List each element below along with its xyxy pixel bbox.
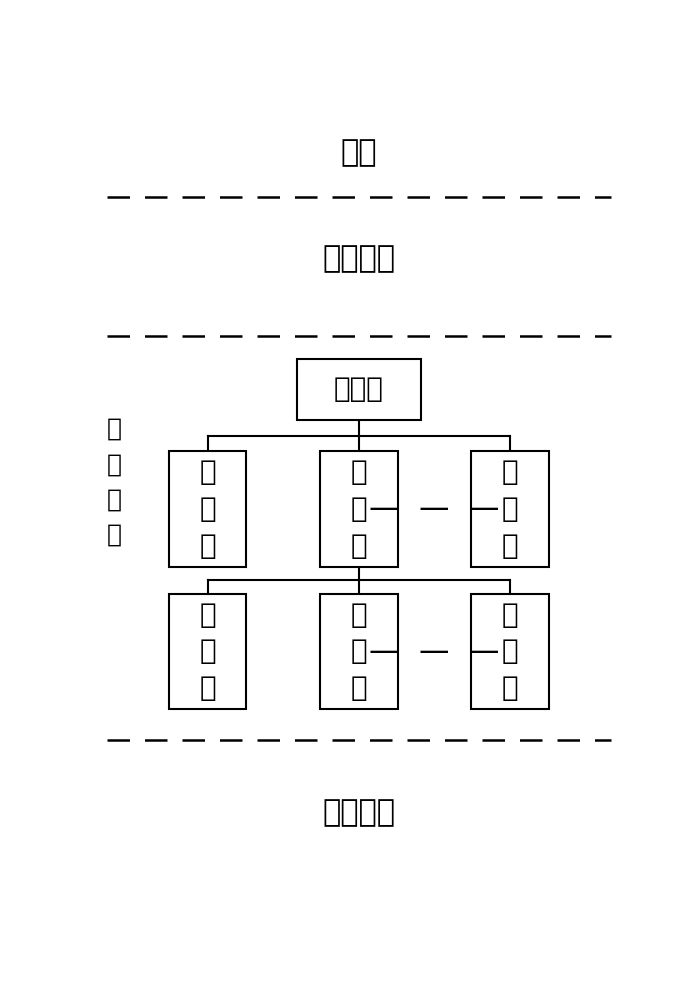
- Bar: [320, 594, 398, 709]
- Text: —  —  —: — — —: [369, 637, 500, 666]
- Text: 电
能
表: 电 能 表: [351, 600, 367, 702]
- Text: —  —  —: — — —: [369, 494, 500, 523]
- Text: 电
能
表: 电 能 表: [502, 600, 518, 702]
- Text: 采
集
器: 采 集 器: [199, 458, 216, 560]
- Bar: [471, 451, 549, 567]
- Bar: [169, 451, 246, 567]
- Text: 电
能
表: 电 能 表: [199, 600, 216, 702]
- Bar: [169, 594, 246, 709]
- Text: 主站: 主站: [340, 139, 377, 168]
- Bar: [320, 451, 398, 567]
- Text: 集中器: 集中器: [334, 375, 384, 403]
- Text: 电力用户: 电力用户: [322, 798, 395, 828]
- Text: 通信网络: 通信网络: [322, 244, 395, 273]
- Bar: [471, 594, 549, 709]
- Text: 现
场
终
端: 现 场 终 端: [107, 417, 122, 547]
- Text: 采
集
器: 采 集 器: [502, 458, 518, 560]
- Bar: [297, 359, 421, 420]
- Text: 采
集
器: 采 集 器: [351, 458, 367, 560]
